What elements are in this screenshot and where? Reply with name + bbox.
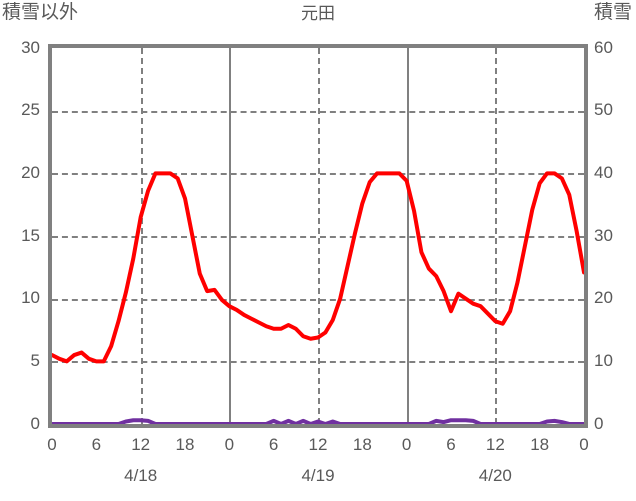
x-tick-48: 0 xyxy=(401,435,412,454)
x-tick-54: 6 xyxy=(446,435,456,454)
y-tick-right-30: 30 xyxy=(594,225,613,245)
gridline-v-36 xyxy=(318,48,320,424)
page-title: 元田 xyxy=(301,4,335,23)
y-tick-left-20: 20 xyxy=(21,162,40,182)
y-tick-left-0: 0 xyxy=(30,413,40,433)
left-axis-title: 積雪以外 xyxy=(2,2,79,23)
y-tick-left-30: 30 xyxy=(21,37,40,57)
gridline-v-48 xyxy=(406,48,409,424)
x-tick-30: 6 xyxy=(268,435,279,454)
series-line-snow xyxy=(52,418,584,424)
y-tick-right-50: 50 xyxy=(594,100,613,120)
day-label-4-20: 4/20 xyxy=(478,466,512,485)
y-tick-right-0: 0 xyxy=(594,413,604,433)
y-tick-left-25: 25 xyxy=(21,100,40,120)
y-tick-right-40: 40 xyxy=(594,162,613,182)
x-tick-0: 0 xyxy=(47,435,57,454)
right-axis-title: 積雪 xyxy=(593,2,632,23)
x-tick-72: 0 xyxy=(579,435,589,454)
x-tick-36: 12 xyxy=(308,435,328,454)
y-tick-right-60: 60 xyxy=(594,37,613,57)
x-tick-42: 18 xyxy=(352,435,372,454)
y-tick-right-20: 20 xyxy=(594,288,613,308)
gridline-v-12 xyxy=(140,48,143,424)
y-tick-left-5: 5 xyxy=(30,350,40,370)
gridline-v-24 xyxy=(229,48,232,424)
gridline-v-60 xyxy=(495,48,498,424)
y-tick-left-10: 10 xyxy=(21,288,40,308)
x-tick-12: 12 xyxy=(131,435,151,454)
y-tick-right-10: 10 xyxy=(594,350,613,370)
x-tick-6: 6 xyxy=(91,435,102,454)
day-label-4-18: 4/18 xyxy=(124,466,158,485)
day-label-4-19: 4/19 xyxy=(301,466,335,485)
series-lines xyxy=(52,171,584,424)
y-tick-left-15: 15 xyxy=(21,225,40,245)
x-tick-18: 18 xyxy=(175,435,195,454)
series-line-other xyxy=(52,171,584,364)
x-tick-60: 12 xyxy=(485,435,505,454)
x-tick-24: 0 xyxy=(224,435,235,454)
x-tick-66: 18 xyxy=(530,435,550,454)
plot-area xyxy=(48,44,588,428)
